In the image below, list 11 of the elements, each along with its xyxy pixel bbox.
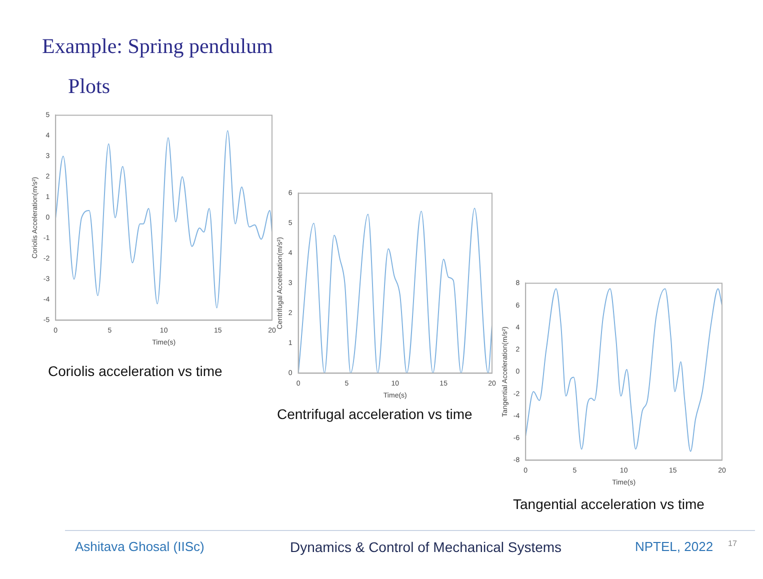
text: 17 bbox=[728, 539, 737, 548]
text: NPTEL, 2022 bbox=[635, 539, 714, 554]
text: Tangential acceleration vs time bbox=[513, 496, 704, 512]
text: Example: Spring pendulum bbox=[42, 34, 273, 59]
text: Dynamics & Control of Mechanical Systems bbox=[290, 539, 562, 555]
line-series bbox=[526, 288, 722, 452]
text: Coriolis acceleration vs time bbox=[48, 363, 222, 379]
text: Plots bbox=[68, 74, 110, 99]
line-series bbox=[56, 130, 272, 308]
text: Centrifugal acceleration vs time bbox=[277, 406, 472, 422]
text: Ashitava Ghosal (IISc) bbox=[75, 539, 204, 554]
